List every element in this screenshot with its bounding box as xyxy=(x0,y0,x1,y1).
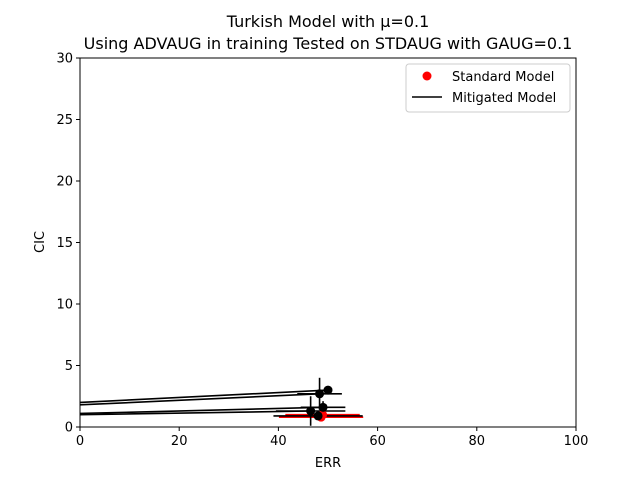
y-tick-label: 15 xyxy=(56,236,73,251)
y-axis-label: CIC xyxy=(33,231,48,253)
trend-line xyxy=(79,392,320,406)
x-tick-label: 40 xyxy=(270,434,287,449)
mitigated-model-point xyxy=(315,389,325,399)
y-tick-label: 5 xyxy=(65,359,73,374)
y-tick-label: 30 xyxy=(56,52,73,67)
x-tick-label: 0 xyxy=(76,434,84,449)
chart-title-line-1: Turkish Model with μ=0.1 xyxy=(226,12,430,31)
y-tick-label: 0 xyxy=(65,421,73,436)
x-tick-label: 100 xyxy=(564,434,589,449)
mitigated-model-point xyxy=(306,406,316,416)
plot-area xyxy=(79,377,364,426)
chart-title-line-2: Using ADVAUG in training Tested on STDAU… xyxy=(84,34,573,53)
x-tick-label: 20 xyxy=(171,434,188,449)
legend-label-mitigated-model: Mitigated Model xyxy=(452,91,556,106)
x-axis: 0 20 40 60 80 100 xyxy=(76,427,589,449)
legend: Standard Model Mitigated Model xyxy=(405,63,571,113)
legend-label-standard-model: Standard Model xyxy=(452,70,554,85)
y-tick-label: 20 xyxy=(56,175,73,190)
x-tick-label: 60 xyxy=(369,434,386,449)
y-tick-label: 10 xyxy=(56,298,73,313)
trend-line xyxy=(79,410,311,416)
mitigated-model-point xyxy=(313,411,323,421)
trend-line xyxy=(79,389,329,404)
x-axis-label: ERR xyxy=(315,456,341,471)
x-tick-label: 80 xyxy=(469,434,486,449)
y-axis: 0 5 10 15 20 25 30 xyxy=(56,52,80,436)
trend-line xyxy=(79,406,324,415)
mitigated-model-point xyxy=(318,402,328,412)
y-tick-label: 25 xyxy=(56,113,73,128)
mitigated-model-point xyxy=(323,385,333,395)
legend-box xyxy=(405,63,571,113)
legend-marker-standard-model xyxy=(422,71,432,81)
